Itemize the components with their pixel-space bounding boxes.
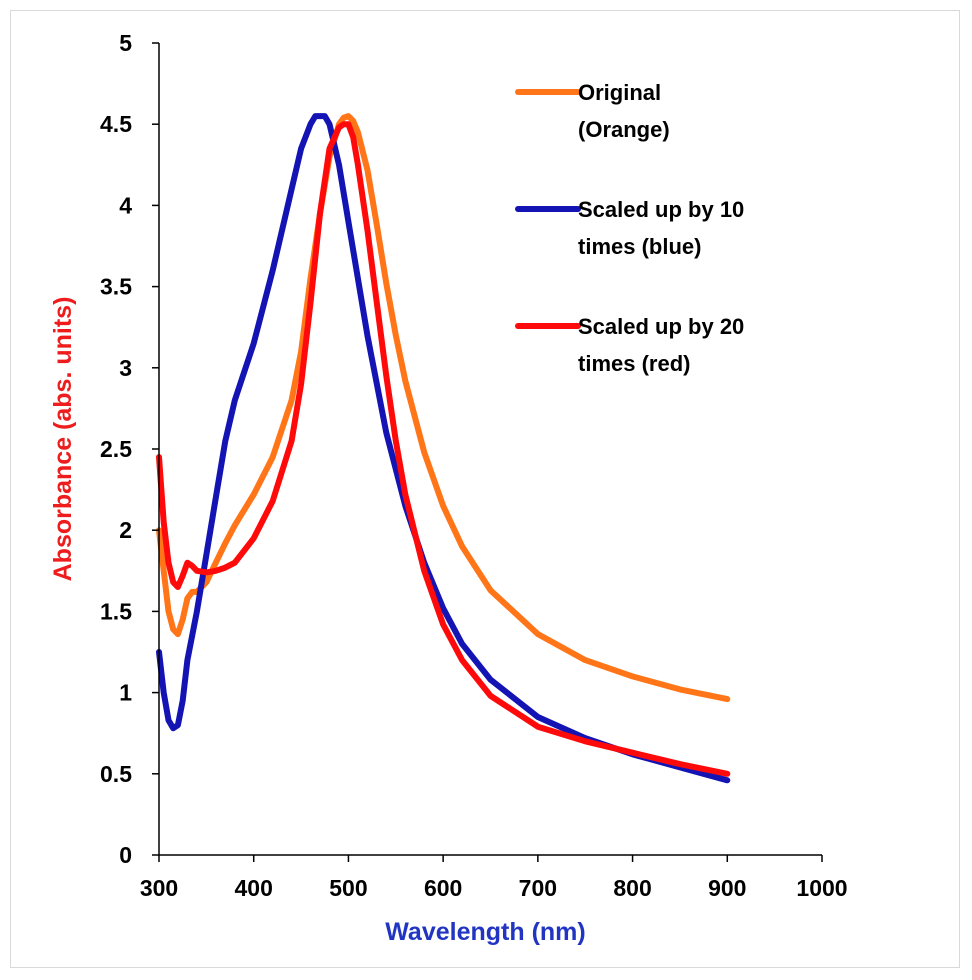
x-tick-label: 300: [140, 875, 178, 901]
series-layer: [156, 113, 731, 784]
x-tick-label: 700: [519, 875, 557, 901]
y-axis-title: Absorbance (abs. units): [49, 297, 77, 582]
x-tick-label: 400: [235, 875, 273, 901]
series-line-3: [156, 121, 731, 777]
y-tick-label: 3.5: [100, 274, 132, 300]
y-tick-label: 2.5: [100, 436, 132, 462]
y-tick-label: 0: [119, 842, 132, 868]
legend-label-1: (Orange): [578, 117, 670, 142]
legend: Original (Orange) Scaled up by 10 times (bl…: [515, 80, 744, 376]
legend-label-2: times (blue): [578, 234, 701, 259]
legend-label-2: Scaled up by 10: [578, 197, 744, 222]
y-tick-label: 5: [119, 30, 132, 56]
series-line-2: [156, 113, 731, 784]
y-tick-label: 4.5: [100, 111, 132, 137]
y-tick-label: 2: [119, 517, 132, 543]
x-tick-label: 600: [424, 875, 462, 901]
y-tick-label: 3: [119, 355, 132, 381]
x-tick-label: 900: [708, 875, 746, 901]
y-tick-label: 0.5: [100, 761, 132, 787]
tick-layer: 0 0.5 1 1.5 2 2.5 3 3.5 4 4.5 5 300 400 500 600 700 800 9…: [100, 30, 848, 901]
x-tick-label: 800: [613, 875, 651, 901]
y-tick-label: 1: [119, 680, 132, 706]
legend-label-1: Original: [578, 80, 661, 105]
legend-label-3: times (red): [578, 351, 690, 376]
legend-label-3: Scaled up by 20: [578, 314, 744, 339]
x-tick-label: 500: [329, 875, 367, 901]
y-tick-label: 4: [119, 192, 132, 218]
axes-layer: [158, 43, 822, 856]
x-axis-title: Wavelength (nm): [385, 918, 585, 946]
y-tick-label: 1.5: [100, 598, 132, 624]
x-tick-label: 1000: [796, 875, 847, 901]
chart-frame: [10, 10, 960, 968]
